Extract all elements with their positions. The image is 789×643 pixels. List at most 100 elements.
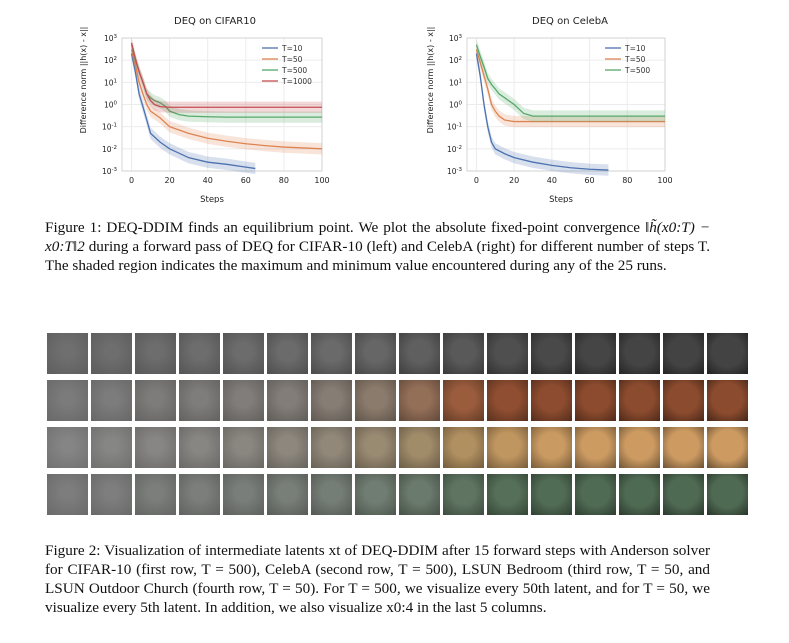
series-line-T=10: [475, 53, 609, 171]
latent-thumbnail: [267, 380, 308, 421]
x-tick-label: 100: [314, 176, 329, 185]
latent-thumbnail: [47, 427, 88, 468]
y-tick-label: 101: [104, 78, 117, 87]
plot-frame: [466, 37, 666, 172]
y-tick-label: 10-3: [447, 167, 463, 176]
y-tick-label: 10-2: [447, 145, 462, 154]
latent-thumbnail: [91, 474, 132, 515]
x-tick-label: 60: [584, 176, 594, 185]
latent-thumbnail: [135, 380, 176, 421]
latent-thumbnail: [575, 427, 616, 468]
latent-thumbnail: [443, 427, 484, 468]
chart-title: DEQ on CIFAR10: [174, 16, 256, 27]
figure1-caption: Figure 1: DEQ-DDIM finds an equilibrium …: [45, 218, 710, 275]
latent-thumbnail: [267, 333, 308, 374]
latent-thumbnail: [443, 380, 484, 421]
latent-thumbnail: [311, 427, 352, 468]
series-line-T=10: [130, 53, 256, 170]
latent-thumbnail: [487, 427, 528, 468]
latent-thumbnail: [179, 427, 220, 468]
series-line-T=1000: [130, 42, 322, 108]
latent-thumbnail: [443, 333, 484, 374]
latent-thumbnail: [223, 427, 264, 468]
latent-thumbnail: [575, 380, 616, 421]
chart-celeba: DEQ on CelebA Difference norm ||h(x) - x…: [395, 8, 695, 208]
latent-thumbnail: [663, 427, 704, 468]
latent-thumbnail: [443, 474, 484, 515]
chart-cifar10-svg: DEQ on CIFAR10 Difference norm ||h(x) - …: [79, 16, 330, 205]
legend-label: T=10: [624, 44, 646, 53]
legend-label: T=50: [624, 55, 646, 64]
y-tick-label: 101: [449, 78, 462, 87]
latent-thumbnail: [663, 333, 704, 374]
y-axis-label: Difference norm ||h(x) - x||: [426, 27, 435, 134]
latent-thumbnail: [707, 333, 748, 374]
y-tick-label: 100: [449, 101, 463, 110]
latent-thumbnail: [355, 427, 396, 468]
series-line-T=50: [475, 49, 665, 123]
latent-thumbnail: [267, 427, 308, 468]
latent-thumbnail: [223, 333, 264, 374]
x-tick-label: 0: [129, 176, 134, 185]
series-band-T=50: [476, 43, 665, 128]
plot-frame: [121, 37, 323, 172]
latent-thumbnail: [355, 474, 396, 515]
latent-thumbnail: [619, 474, 660, 515]
latent-thumbnail: [531, 380, 572, 421]
y-tick-label: 103: [104, 34, 118, 43]
legend-label: T=500: [624, 66, 650, 75]
latent-thumbnail: [179, 333, 220, 374]
latent-thumbnail: [91, 333, 132, 374]
x-tick-label: 20: [165, 176, 175, 185]
x-tick-label: 80: [622, 176, 632, 185]
grid-row-celeba-face: [47, 380, 748, 421]
series-band-T=50: [131, 43, 322, 155]
figure1-formula: ‖h̃(x0:T) − x0:T‖2: [45, 219, 710, 255]
x-tick-label: 20: [509, 176, 519, 185]
grid-row-lsun-bedroom: [47, 427, 748, 468]
latent-thumbnail: [399, 474, 440, 515]
series-band-T=1000: [131, 37, 322, 113]
x-axis-label: Steps: [549, 195, 573, 203]
y-tick-label: 102: [104, 56, 117, 65]
latent-thumbnail: [135, 474, 176, 515]
x-tick-label: 40: [547, 176, 557, 185]
x-tick-label: 0: [474, 176, 479, 185]
legend-label: T=10: [281, 44, 303, 53]
latent-thumbnail: [311, 333, 352, 374]
series-band-T=500: [131, 39, 322, 123]
latent-thumbnail: [531, 333, 572, 374]
y-tick-label: 103: [449, 34, 463, 43]
latent-thumbnail: [663, 474, 704, 515]
latent-thumbnail: [619, 333, 660, 374]
latent-thumbnail: [135, 333, 176, 374]
latent-thumbnail: [355, 333, 396, 374]
x-tick-label: 60: [241, 176, 251, 185]
series-line-T=500: [475, 44, 665, 117]
latent-thumbnail: [267, 474, 308, 515]
latent-thumbnail: [47, 474, 88, 515]
grid-row-cifar10-cat: [47, 333, 748, 374]
grid-row-lsun-church: [47, 474, 748, 515]
latent-thumbnail: [707, 427, 748, 468]
latent-thumbnail: [575, 333, 616, 374]
latent-image-grid: [47, 333, 748, 521]
latent-thumbnail: [707, 380, 748, 421]
latent-thumbnail: [619, 380, 660, 421]
figure2-text: Figure 2: Visualization of intermediate …: [45, 542, 710, 616]
latent-thumbnail: [179, 474, 220, 515]
y-tick-label: 10-1: [447, 123, 462, 132]
latent-thumbnail: [399, 427, 440, 468]
latent-thumbnail: [531, 474, 572, 515]
latent-thumbnail: [135, 427, 176, 468]
series-line-T=50: [130, 49, 323, 150]
figure1-lead: Figure 1: DEQ-DDIM finds an equilibrium …: [45, 219, 640, 236]
y-tick-label: 10-1: [102, 123, 117, 132]
legend-label: T=500: [281, 66, 307, 75]
x-tick-label: 80: [279, 176, 289, 185]
latent-thumbnail: [355, 380, 396, 421]
latent-thumbnail: [487, 333, 528, 374]
latent-thumbnail: [311, 474, 352, 515]
latent-thumbnail: [223, 380, 264, 421]
legend-label: T=1000: [281, 77, 312, 86]
